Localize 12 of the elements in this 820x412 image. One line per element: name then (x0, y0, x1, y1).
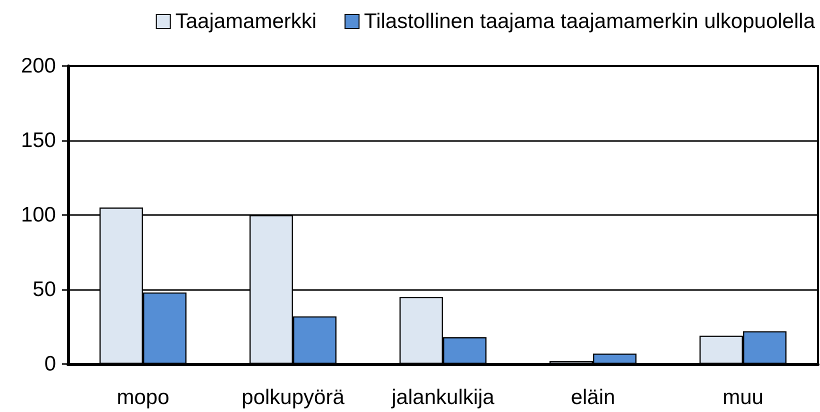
x-tick-label: mopo (116, 386, 170, 409)
legend-label: Taajamamerkki (175, 10, 317, 33)
x-tick-label: polkupyörä (242, 386, 345, 409)
x-tick-label: eläin (570, 386, 616, 409)
x-tick-label: muu (722, 386, 764, 409)
y-tick-label: 200 (20, 54, 56, 78)
legend-label: Tilastollinen taajama taajamamerkin ulkopuolella (364, 10, 816, 33)
y-tick-label: 50 (32, 278, 56, 301)
y-tick-label: 150 (20, 129, 56, 152)
y-tick-label: 0 (44, 352, 56, 376)
y-tick-label: 100 (20, 204, 56, 226)
x-tick-label: jalankulkija (390, 386, 495, 409)
